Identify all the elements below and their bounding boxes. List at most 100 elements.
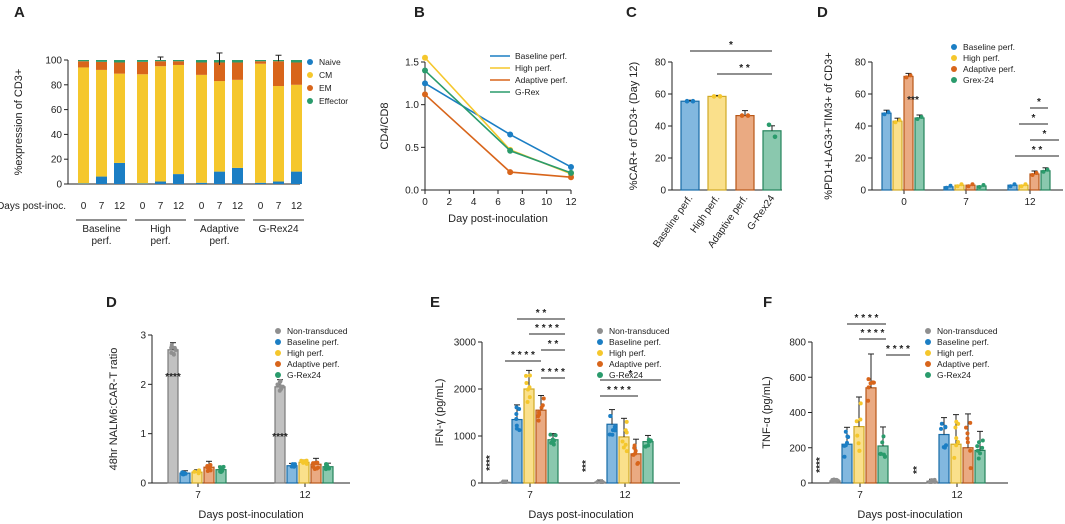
panel-d-point	[882, 112, 887, 117]
panel-a-bar-cm	[232, 79, 243, 168]
panel-d-legend-marker	[951, 44, 957, 50]
panel-a-bar-cm	[173, 64, 184, 175]
panel-e-x-tick-label: 12	[619, 490, 631, 501]
panel-d2-x-tick-label: 12	[299, 490, 311, 501]
panel-a-y-tick-label: 60	[51, 105, 63, 116]
panel-b-series-line	[424, 82, 572, 168]
panel-a-group-label: perf.	[91, 236, 111, 247]
panel-d-y-tick-label: 20	[855, 154, 867, 165]
panel-a-day-label: 12	[173, 201, 185, 212]
panel-f-legend-marker	[925, 372, 931, 378]
panel-e-point	[631, 452, 636, 457]
panel-d2-sig-text: ****	[165, 372, 181, 383]
panel-d-legend-label: Grex-24	[963, 75, 994, 85]
panel-d-bar	[1018, 184, 1029, 191]
panel-e-point	[610, 432, 615, 437]
panel-c-point	[684, 98, 690, 104]
panel-f-point	[856, 441, 861, 446]
panel-a-day-label: 7	[217, 201, 223, 212]
panel-d2-point	[314, 466, 319, 471]
panel-f-letter: F	[763, 294, 772, 311]
panel-f-point	[954, 443, 959, 448]
panel-a-legend-label: Effector	[319, 96, 348, 106]
panel-a-bar-effector	[232, 60, 243, 63]
panel-f-point	[843, 429, 848, 434]
panel-a-legend-label: EM	[319, 83, 332, 93]
panel-e-point	[536, 418, 541, 423]
panel-e-letter: E	[430, 294, 440, 311]
panel-e-legend-label: High perf.	[609, 348, 646, 358]
panel-e-sig-text: ***	[581, 460, 592, 472]
panel-a-group-label: Baseline	[82, 224, 121, 235]
panel-a-bar-naive	[291, 171, 302, 184]
panel-d-sig-text: *	[1037, 97, 1041, 108]
panel-f-point	[842, 454, 847, 459]
panel-c-y-tick-label: 20	[655, 154, 667, 165]
panel-e-point	[517, 406, 522, 411]
panel-b-legend-label: G-Rex	[515, 87, 540, 97]
panel-a-group-label: perf.	[209, 236, 229, 247]
panel-f-point	[878, 451, 883, 456]
panel-a-bar-effector	[291, 60, 302, 63]
panel-d-legend-label: High perf.	[963, 53, 1000, 63]
panel-a-y-title: %expression of CD3+	[13, 69, 25, 176]
panel-a-bar-cm	[78, 67, 89, 184]
panel-a-bar-em	[196, 62, 207, 75]
panel-e-legend-marker	[597, 350, 603, 356]
panel-a-legend-marker	[307, 98, 313, 104]
panel-c-sig-text: *	[729, 40, 733, 51]
panel-d2-point	[315, 460, 320, 465]
panel-e-point	[635, 461, 640, 466]
panel-a-bar-effector	[255, 60, 266, 62]
panel-a-bar-em	[137, 61, 148, 75]
panel-a-bar-em	[155, 61, 166, 67]
panel-f-point	[857, 448, 862, 453]
panel-d2-point	[183, 471, 188, 476]
panel-c-y-tick-label: 40	[655, 122, 667, 133]
panel-c-x-label: Baseline perf.	[651, 193, 695, 249]
panel-d-legend-label: Adaptive perf.	[963, 64, 1015, 74]
panel-a-bar-cm	[155, 66, 166, 182]
panel-d-sig-text: *	[1043, 129, 1047, 140]
panel-a-day-label: 12	[232, 201, 244, 212]
panel-f-point	[880, 440, 885, 445]
panel-d-point	[908, 73, 913, 78]
panel-e-sig-text: * *	[548, 339, 559, 350]
panel-f-point	[968, 466, 973, 471]
panel-d2-sig-text: ****	[272, 432, 288, 443]
panel-e-point	[525, 387, 530, 392]
panel-a-letter: A	[14, 4, 25, 21]
panel-f-point	[965, 431, 970, 436]
panel-f-legend-marker	[925, 339, 931, 345]
panel-d-sig-text: *	[1032, 113, 1036, 124]
panel-d-y-tick-label: 40	[855, 122, 867, 133]
panel-f-y-tick-label: 200	[789, 443, 806, 454]
panel-a-bar-naive	[255, 182, 266, 184]
panel-a-y-tick-label: 40	[51, 130, 63, 141]
panel-e-point	[595, 480, 600, 484]
panel-d-legend-marker	[951, 66, 957, 72]
panel-f-point	[845, 434, 850, 439]
panel-c-point	[717, 94, 723, 99]
panel-f-bar	[950, 443, 962, 484]
panel-f-point	[855, 433, 860, 438]
panel-d-legend-marker	[951, 55, 957, 61]
panel-e-sig-text: * * * *	[607, 385, 631, 396]
panel-b-legend-label: Baseline perf.	[515, 51, 567, 61]
panel-c-letter: C	[626, 4, 637, 21]
panel-a-bar-em	[78, 61, 89, 68]
panel-d-point	[919, 115, 924, 119]
panel-b-x-tick-label: 10	[541, 197, 553, 208]
panel-d2-legend-marker	[275, 328, 281, 334]
panel-e-legend-label: Baseline perf.	[609, 337, 661, 347]
panel-a-y-tick-label: 20	[51, 155, 63, 166]
panel-a-day-label: 7	[158, 201, 164, 212]
panel-d-y-tick-label: 60	[855, 90, 867, 101]
panel-d-y-tick-label: 0	[860, 186, 866, 197]
panel-a-y-tick-label: 0	[56, 180, 62, 191]
panel-a-bar-naive	[155, 181, 166, 184]
panel-e-legend-label: Non-transduced	[609, 326, 670, 336]
panel-d-x-tick-label: 0	[901, 197, 907, 208]
panel-e-legend-marker	[597, 328, 603, 334]
panel-c-y-title: %CAR+ of CD3+ (Day 12)	[628, 62, 640, 190]
